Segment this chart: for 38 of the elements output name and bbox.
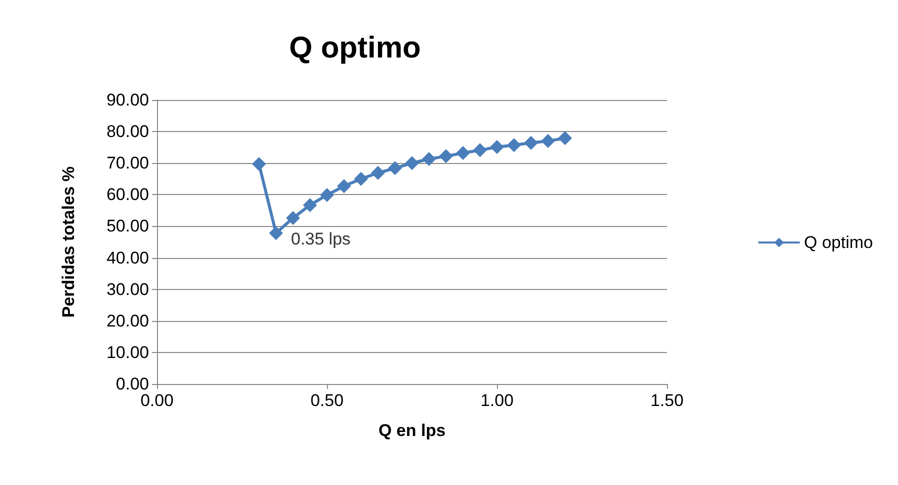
point — [490, 140, 504, 154]
x-tick-label: 0.00 — [140, 391, 174, 410]
point — [541, 134, 555, 148]
y-tick-label: 70.00 — [106, 154, 149, 173]
point — [269, 226, 283, 240]
y-tick-label: 20.00 — [106, 311, 149, 330]
point — [388, 161, 402, 176]
chart-title: Q optimo — [289, 32, 421, 64]
y-tick-label: 40.00 — [106, 248, 149, 268]
y-tick-label: 60.00 — [106, 185, 149, 204]
y-tick-label: 10.00 — [106, 342, 149, 362]
point — [337, 179, 351, 194]
y-axis-title: Perdidas totales % — [59, 166, 78, 318]
x-axis-title: Q en lps — [378, 421, 446, 440]
x-tick-label: 0.50 — [310, 391, 344, 410]
y-tick-label: 50.00 — [106, 216, 149, 236]
point — [507, 138, 521, 152]
point — [524, 136, 538, 150]
y-tick-label: 90.00 — [106, 90, 149, 110]
y-tick-label: 0.00 — [116, 374, 149, 394]
point — [371, 166, 385, 180]
point — [320, 188, 334, 202]
point — [422, 152, 436, 166]
annotation: 0.35 lps — [291, 230, 351, 249]
point — [405, 156, 419, 170]
point — [456, 146, 470, 160]
legend-label: Q optimo — [804, 233, 874, 252]
y-tick-label: 30.00 — [106, 280, 149, 299]
x-tick-label: 1.50 — [650, 391, 684, 410]
x-tick-label: 1.00 — [480, 391, 514, 410]
point — [354, 172, 368, 186]
point — [439, 149, 453, 164]
point — [303, 198, 317, 212]
y-tick-label: 80.00 — [106, 122, 149, 142]
point — [252, 157, 266, 172]
point — [558, 131, 572, 146]
point — [473, 143, 487, 158]
point — [286, 211, 300, 226]
